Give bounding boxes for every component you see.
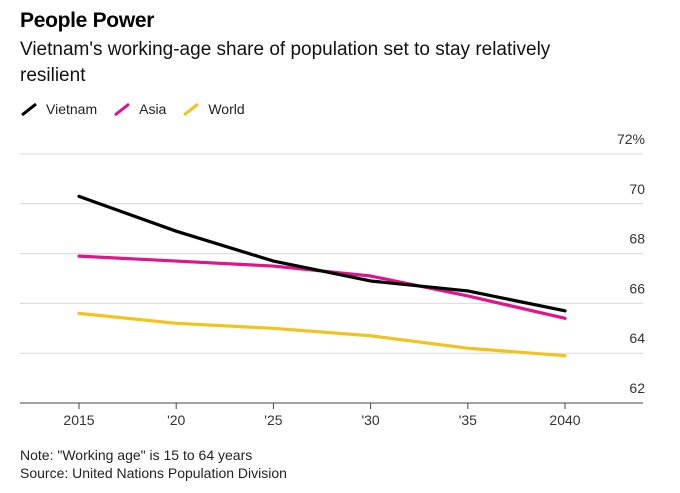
x-tick-label-2025: '25: [264, 412, 282, 428]
legend-item-asia: Asia: [113, 101, 166, 117]
legend-item-world: World: [182, 101, 245, 117]
series-line-vietnam: [77, 194, 567, 313]
legend-label-world: World: [208, 101, 245, 117]
legend-item-vietnam: Vietnam: [20, 101, 97, 117]
series-line-world: [77, 311, 567, 358]
x-tick-label-2015: 2015: [63, 412, 94, 428]
y-tick-label-72: 72%: [617, 131, 645, 147]
y-tick-label-70: 70: [629, 181, 645, 197]
y-tick-label-66: 66: [629, 280, 645, 296]
line-chart: 62 64 66 68 70 72% 2015 '20 '25 '30 '35 2040: [20, 131, 645, 428]
y-tick-label-68: 68: [629, 231, 645, 247]
series-line-asia: [77, 254, 567, 320]
source-note: Source: United Nations Population Divisi…: [20, 465, 287, 481]
footnote: Note: "Working age" is 15 to 64 years: [20, 447, 253, 463]
y-tick-label-62: 62: [629, 380, 645, 396]
chart-footer: Note: "Working age" is 15 to 64 years So…: [20, 446, 287, 482]
x-tick-label-2030: '30: [361, 412, 379, 428]
x-tick-label-2035: '35: [459, 412, 477, 428]
legend-label-vietnam: Vietnam: [46, 101, 98, 117]
legend: Vietnam Asia World: [20, 101, 261, 117]
x-tick-label-2040: 2040: [549, 412, 580, 428]
chart-subtitle: Vietnam's working-age share of populatio…: [20, 39, 551, 86]
y-tick-label-64: 64: [629, 330, 645, 346]
x-tick-label-2020: '20: [167, 412, 185, 428]
chart-title: People Power: [20, 9, 155, 32]
legend-label-asia: Asia: [139, 101, 167, 117]
